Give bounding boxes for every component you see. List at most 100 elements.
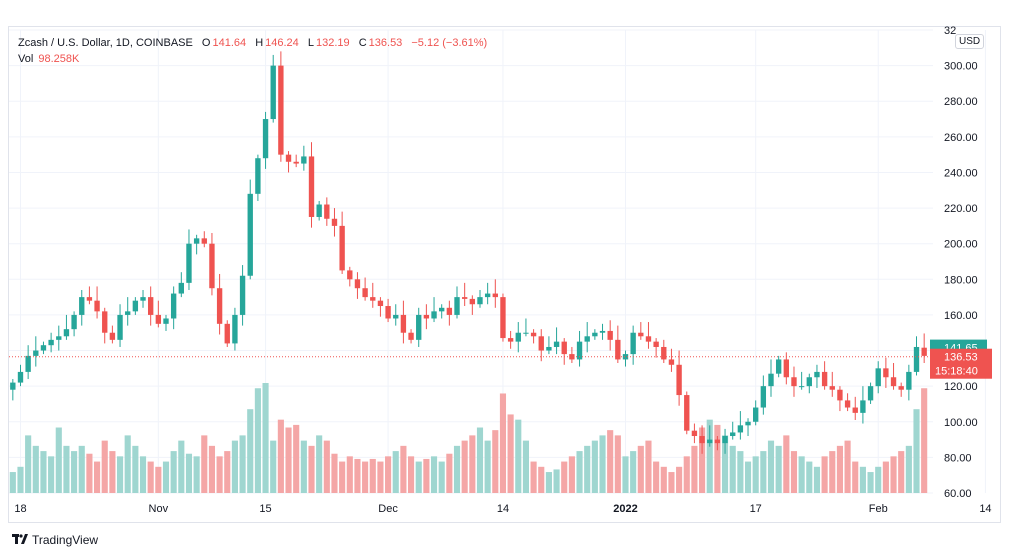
volume-bar xyxy=(208,445,216,493)
candle-body xyxy=(147,297,154,315)
candle-body xyxy=(170,293,177,319)
candle-body xyxy=(408,332,414,340)
candle-body xyxy=(714,439,721,444)
volume-bar xyxy=(714,424,721,493)
candle-body xyxy=(285,154,292,162)
volume-bar xyxy=(346,456,353,493)
y-tick-label: 300.00 xyxy=(944,61,978,73)
volume-bar xyxy=(568,456,575,493)
candle-body xyxy=(913,346,920,372)
volume-bar xyxy=(32,445,39,493)
volume-bar xyxy=(767,440,775,493)
candle-body xyxy=(469,298,476,305)
x-tick-label: 14 xyxy=(497,503,509,515)
volume-bar xyxy=(760,451,767,493)
candle-body xyxy=(339,225,345,271)
volume-bar xyxy=(905,445,912,493)
candle-body xyxy=(515,332,521,342)
volume-bar xyxy=(576,451,583,493)
volume-bar xyxy=(852,461,859,493)
candle-body xyxy=(668,359,675,365)
y-tick-label: 160.00 xyxy=(944,310,978,322)
candle-body xyxy=(638,332,644,337)
candle-body xyxy=(178,282,184,294)
current-price-badge xyxy=(930,348,992,379)
candle-body xyxy=(125,311,131,315)
volume-bar xyxy=(699,427,706,493)
candle-body xyxy=(293,161,299,164)
x-tick-label: Feb xyxy=(869,503,888,515)
volume-bar xyxy=(423,458,430,493)
candle-body xyxy=(691,430,698,437)
volume-bar xyxy=(691,445,698,493)
candle-body xyxy=(10,382,16,390)
volume-bar xyxy=(744,461,752,493)
volume-bar xyxy=(86,453,93,493)
volume-bar xyxy=(813,466,821,493)
volume-bar xyxy=(645,440,652,493)
volume-bar xyxy=(599,435,606,493)
volume-bar xyxy=(40,451,47,493)
candle-body xyxy=(370,297,376,301)
candle-body xyxy=(40,345,47,351)
candle-body xyxy=(760,386,767,408)
volume-bar xyxy=(101,440,108,493)
candle-body xyxy=(247,193,253,276)
candle-body xyxy=(753,407,759,422)
y-tick-label: 120.00 xyxy=(944,381,978,393)
volume-bar xyxy=(193,456,200,493)
candle-body xyxy=(102,311,108,333)
y-tick-label: 60.00 xyxy=(944,488,972,500)
candle-body xyxy=(301,156,307,164)
candle-body xyxy=(707,439,713,444)
volume-bar xyxy=(530,461,537,493)
candle-body xyxy=(584,336,590,342)
candle-body xyxy=(898,386,904,390)
volume-bar xyxy=(676,466,683,493)
volume-bar xyxy=(231,440,238,493)
candle-body xyxy=(852,407,858,413)
volume-bar xyxy=(882,461,889,493)
tradingview-brand[interactable]: TradingView xyxy=(12,533,98,547)
volume-value: 98.258K xyxy=(38,53,80,65)
candle-body xyxy=(530,332,537,337)
volume-bar xyxy=(63,445,70,493)
candle-body xyxy=(783,359,790,378)
candle-body xyxy=(722,436,728,444)
volume-bar xyxy=(293,424,300,493)
volume-bar xyxy=(829,451,836,493)
candle-body xyxy=(768,373,774,387)
volume-bar xyxy=(867,472,874,493)
volume-bar xyxy=(254,388,261,493)
volume-bar xyxy=(430,456,438,493)
volume-bar xyxy=(239,435,246,493)
candle-body xyxy=(347,270,353,280)
volume-bar xyxy=(354,458,361,493)
volume-bar xyxy=(147,461,154,493)
candle-body xyxy=(324,204,330,219)
currency-button[interactable]: USD xyxy=(955,34,985,49)
candle-body xyxy=(278,65,284,155)
y-tick-label: 100.00 xyxy=(944,417,978,429)
volume-bar xyxy=(461,440,468,493)
volume-bar xyxy=(614,435,621,493)
volume-bar xyxy=(653,461,660,493)
volume-bar xyxy=(798,456,805,493)
volume-bar xyxy=(170,451,177,493)
volume-bar xyxy=(545,472,552,493)
candle-body xyxy=(362,288,368,298)
high-value: 146.24 xyxy=(265,37,299,49)
x-tick-label: 14 xyxy=(979,503,991,515)
candle-body xyxy=(109,332,116,340)
volume-bar xyxy=(553,469,560,493)
candle-body xyxy=(622,354,629,360)
volume-bar xyxy=(48,456,55,493)
volume-bar xyxy=(752,456,759,493)
candle-body xyxy=(569,354,575,360)
candle-body xyxy=(239,275,246,315)
volume-bar xyxy=(224,451,231,493)
volume-bar xyxy=(591,440,598,493)
volume-bar xyxy=(415,461,422,493)
candle-body xyxy=(484,293,491,298)
